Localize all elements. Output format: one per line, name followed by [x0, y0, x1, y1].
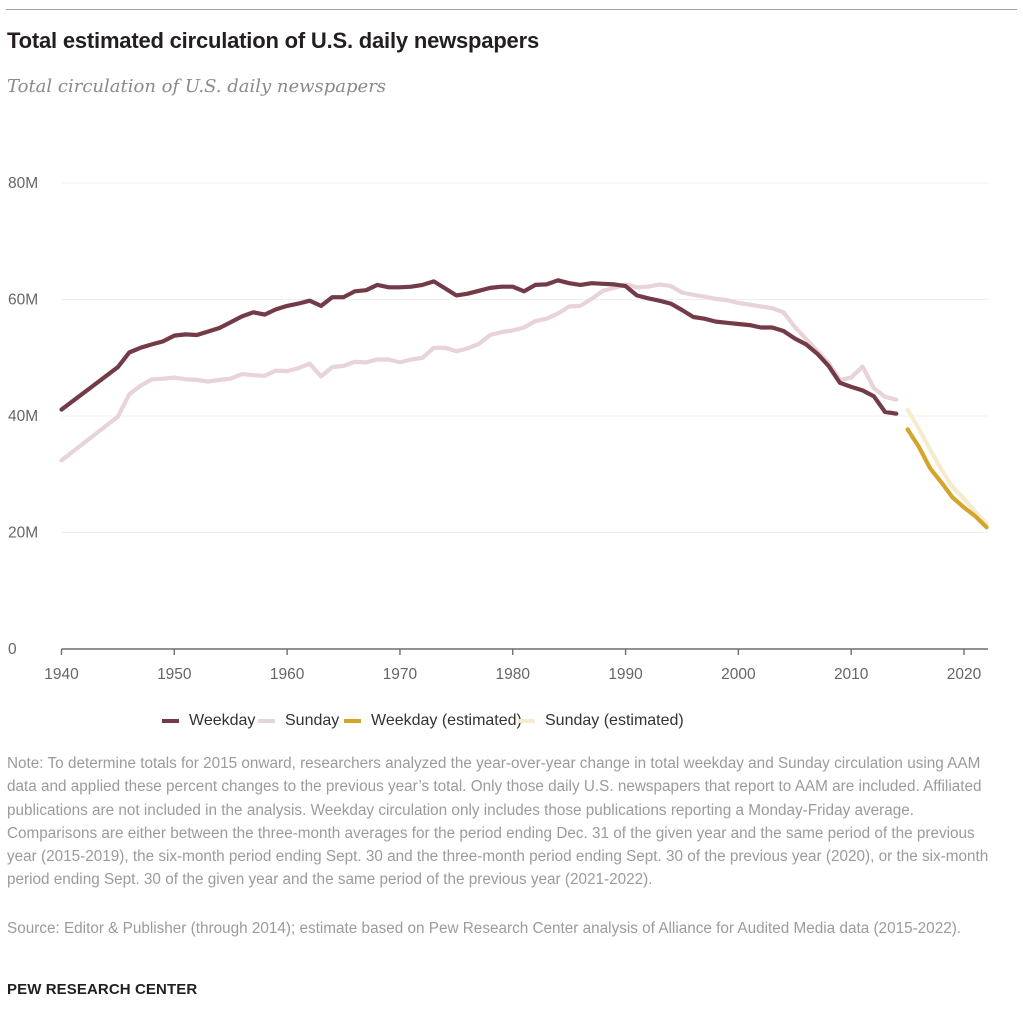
series-line-sunday — [59, 282, 899, 463]
x-tick-label: 2000 — [721, 666, 756, 683]
legend: Weekday Sunday Weekday (estimated) Sunda… — [0, 712, 1023, 734]
x-tick-label: 1940 — [44, 666, 79, 683]
legend-item-sunday[interactable]: Sunday — [258, 712, 339, 730]
x-tick-label: 2010 — [834, 666, 869, 683]
legend-label: Weekday — [189, 712, 256, 729]
y-tick-label: 80M — [8, 175, 38, 192]
series-line-weekday-estimated — [905, 427, 989, 530]
chart-source: Source: Editor & Publisher (through 2014… — [7, 920, 962, 937]
y-tick-label: 0 — [8, 641, 17, 658]
legend-item-sunday-estimated[interactable]: Sunday (estimated) — [518, 712, 684, 730]
chart-subtitle: Total circulation of U.S. daily newspape… — [7, 76, 387, 97]
chart-title: Total estimated circulation of U.S. dail… — [7, 28, 539, 53]
pew-research-center-credit: PEW RESEARCH CENTER — [7, 981, 198, 998]
legend-swatch-weekday-estimated — [344, 719, 361, 723]
legend-label: Sunday — [285, 712, 340, 729]
series-line-weekday — [59, 278, 899, 416]
y-axis-labels: 0 20M 40M 60M 80M — [8, 175, 38, 658]
y-tick-label: 40M — [8, 408, 38, 425]
line-chart: 0 20M 40M 60M 80M 1940 1950 1960 1970 1980 1990 20… — [8, 175, 989, 683]
series-lines — [59, 278, 989, 530]
series-line-sunday-estimated — [905, 407, 989, 526]
x-tick-label: 1950 — [157, 666, 192, 683]
x-tick-label: 1980 — [496, 666, 531, 683]
legend-label: Sunday (estimated) — [545, 712, 684, 729]
x-tick-label: 1960 — [270, 666, 305, 683]
x-tick-label: 1990 — [608, 666, 643, 683]
y-tick-label: 20M — [8, 525, 38, 542]
legend-item-weekday[interactable]: Weekday — [162, 712, 255, 730]
legend-swatch-sunday — [258, 719, 275, 723]
legend-swatch-weekday — [162, 719, 179, 723]
y-tick-label: 60M — [8, 292, 38, 309]
legend-item-weekday-estimated[interactable]: Weekday (estimated) — [344, 712, 522, 730]
x-tick-label: 2020 — [947, 666, 982, 683]
legend-label: Weekday (estimated) — [371, 712, 522, 729]
x-axis: 1940 1950 1960 1970 1980 1990 2000 2010 2020 — [44, 648, 988, 683]
legend-swatch-sunday-estimated — [518, 719, 535, 723]
top-rule — [6, 9, 1017, 10]
x-tick-label: 1970 — [383, 666, 418, 683]
chart-note: Note: To determine totals for 2015 onwar… — [7, 755, 989, 889]
gridlines — [61, 182, 988, 533]
